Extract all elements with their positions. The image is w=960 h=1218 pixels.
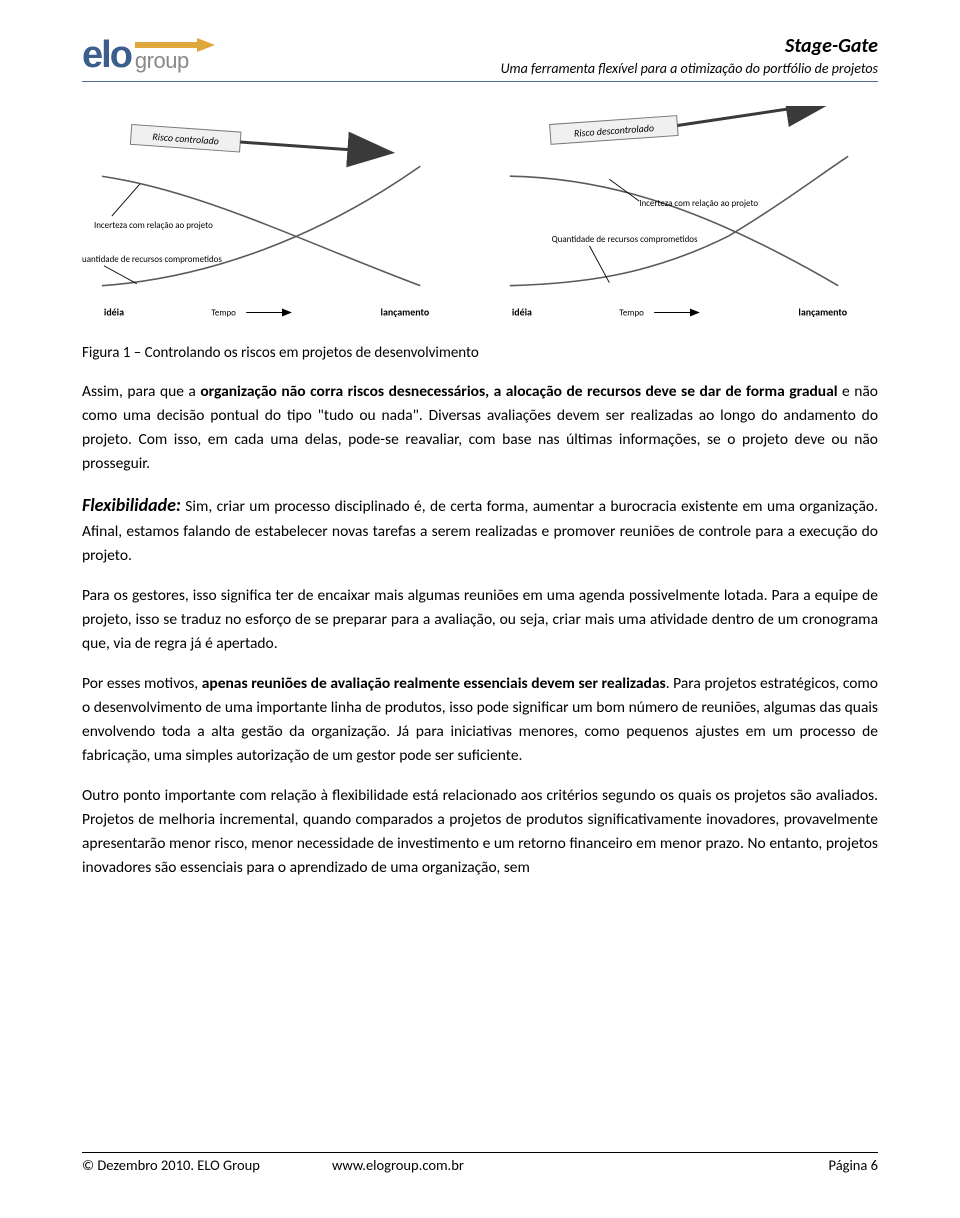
logo-text-elo: elo [82,34,131,77]
paragraph-5: Outro ponto importante com relação à fle… [82,784,878,880]
footer-page-number: Página 6 [758,1156,878,1174]
diagram-right-curve2-label: Quantidade de recursos comprometidos [552,234,698,245]
p4-pre: Por esses motivos, [82,674,202,693]
diagram-right-x-start: idéia [512,307,532,319]
logo-text-group: group [135,48,215,74]
paragraph-3: Para os gestores, isso significa ter de … [82,584,878,656]
p2-rest: Sim, criar um processo disciplinado é, d… [82,497,878,565]
paragraph-1: Assim, para que a organização não corra … [82,380,878,476]
page-footer: © Dezembro 2010. ELO Group www.elogroup.… [82,1152,878,1174]
diagram-right-x-mid: Tempo [619,308,644,319]
diagram-right-curve1-label: Incerteza com relação ao projeto [639,198,758,209]
document-subtitle: Uma ferramenta flexível para a otimizaçã… [255,60,878,77]
figure-1-diagram: Risco controlado Incerteza com relação a… [82,106,878,336]
paragraph-2: Flexibilidade: Sim, criar um processo di… [82,492,878,568]
diagram-right-x-end: lançamento [798,307,847,319]
paragraph-4: Por esses motivos, apenas reuniões de av… [82,672,878,768]
diagram-left-x-start: idéia [104,307,124,319]
figure-caption: Figura 1 – Controlando os riscos em proj… [82,344,878,362]
diagram-left-curve1-label: Incerteza com relação ao projeto [94,220,213,231]
p1-bold: organização não corra riscos desnecessár… [200,382,837,401]
footer-copyright: © Dezembro 2010. ELO Group [82,1156,332,1174]
diagram-left-x-end: lançamento [381,307,430,319]
document-title: Stage-Gate [255,34,878,58]
header-title-block: Stage-Gate Uma ferramenta flexível para … [215,34,878,77]
diagram-left-curve2-label: Quantidade de recursos comprometidos [82,254,222,265]
p4-bold: apenas reuniões de avaliação realmente e… [202,674,666,693]
logo: elo group [82,34,215,77]
p1-pre: Assim, para que a [82,382,200,401]
page-header: elo group Stage-Gate Uma ferramenta flex… [82,34,878,82]
p2-lead: Flexibilidade: [82,494,181,516]
diagram-left-x-mid: Tempo [211,308,236,319]
footer-url: www.elogroup.com.br [332,1156,758,1174]
